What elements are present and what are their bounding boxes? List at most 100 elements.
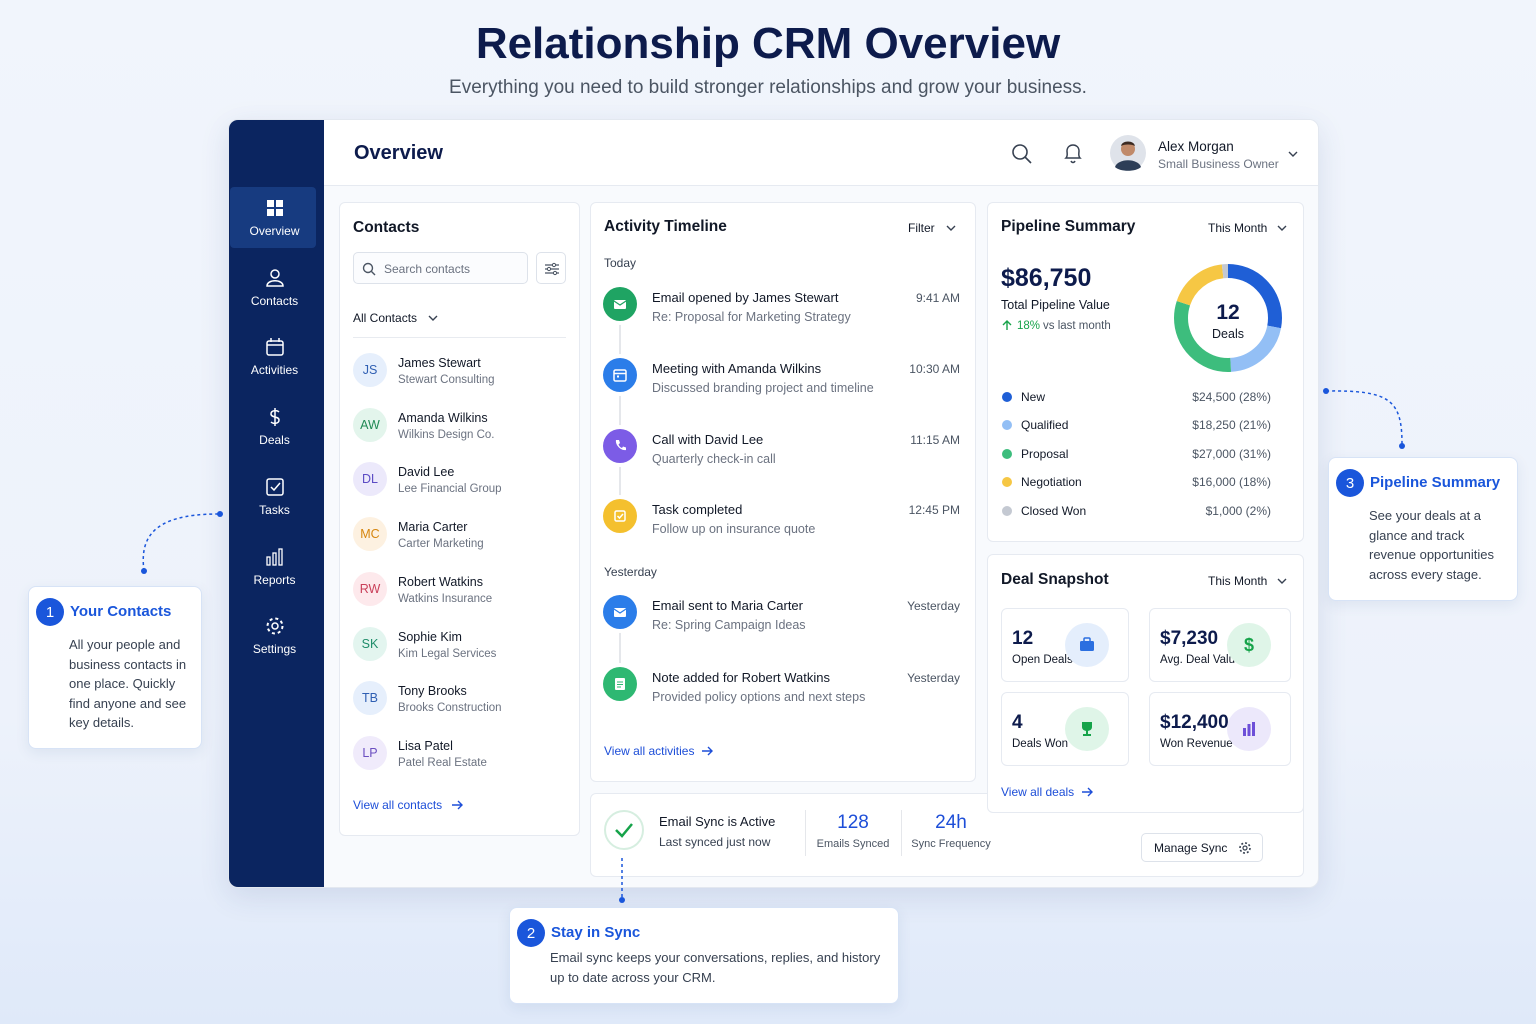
connector-dot <box>1399 443 1405 449</box>
legend-dot <box>1002 477 1012 488</box>
contact-initials: DL <box>362 472 378 487</box>
connector <box>142 513 219 572</box>
period-select[interactable]: This Month <box>1208 574 1268 588</box>
sidebar-active <box>230 187 316 248</box>
sidebar-item[interactable]: Settings <box>252 642 297 657</box>
filter-button[interactable] <box>536 252 566 284</box>
activity-title: Email sent to Maria Carter <box>652 598 803 613</box>
link[interactable]: View all deals <box>1001 785 1075 799</box>
sync-title: Email Sync is Active <box>659 814 776 829</box>
snapshot-value: $12,400 <box>1160 712 1229 733</box>
snapshot-tile: 4 Deals Won <box>1001 692 1129 766</box>
contact-initials: SK <box>361 636 379 651</box>
activity-title: Email opened by James Stewart <box>652 290 839 305</box>
donut-chart <box>1174 264 1282 372</box>
activity-detail: Re: Spring Campaign Ideas <box>652 618 806 632</box>
snapshot-value: 4 <box>1012 712 1023 733</box>
sidebar-item[interactable]: Activities <box>250 363 299 378</box>
activity-time: Yesterday <box>907 599 960 613</box>
sidebar-icon <box>270 408 280 427</box>
callout-title: Pipeline Summary <box>1370 474 1501 491</box>
arrow <box>1082 787 1093 797</box>
activity-icon <box>603 429 637 463</box>
up-arrow <box>1002 320 1012 330</box>
contact-name[interactable]: Robert Watkins <box>398 574 483 589</box>
contact-name[interactable]: Maria Carter <box>398 520 468 535</box>
activity-time: 10:30 AM <box>909 362 960 376</box>
callout-badge: 1 <box>36 598 64 626</box>
link[interactable]: View all contacts <box>353 798 443 812</box>
stage-name: Proposal <box>1021 446 1069 461</box>
activity-detail: Discussed branding project and timeline <box>652 381 874 395</box>
snapshot-glyph <box>1080 637 1094 651</box>
contact-avatar: SK <box>353 626 387 661</box>
pipeline-card <box>987 202 1304 542</box>
sidebar-item[interactable]: Overview <box>249 224 300 238</box>
contact-company: Patel Real Estate <box>398 756 487 769</box>
chevron <box>428 315 438 321</box>
top-bar: Overview Alex Morgan Small Business Owner <box>324 120 1318 186</box>
snapshot-icon <box>1227 707 1271 751</box>
pipeline-total-label: Total Pipeline Value <box>1001 298 1110 312</box>
contacts-filter[interactable]: All Contacts <box>353 311 418 325</box>
stage-name: Closed Won <box>1021 503 1087 518</box>
activity-icon <box>603 499 637 533</box>
callout-title: Stay in Sync <box>551 924 641 941</box>
stage-amount: $18,250 (21%) <box>1192 418 1271 433</box>
contact-name[interactable]: James Stewart <box>398 356 481 370</box>
sidebar-item[interactable]: Reports <box>253 572 296 587</box>
sidebar-item[interactable]: Deals <box>259 433 290 448</box>
manage-sync-button[interactable]: Manage Sync <box>1141 833 1263 862</box>
timeline-line <box>619 628 621 673</box>
activity-glyph <box>615 678 625 690</box>
timeline-line <box>619 320 621 505</box>
sidebar-icon <box>266 268 284 287</box>
contact-name[interactable]: Amanda Wilkins <box>398 410 488 425</box>
pipeline-change: 18% <box>1017 320 1041 332</box>
callout-number: 3 <box>1345 475 1355 492</box>
contact-initials: AW <box>360 417 380 432</box>
snapshot-label: Deals Won <box>1012 738 1069 750</box>
legend-dot <box>1002 420 1012 431</box>
sidebar-item[interactable]: Tasks <box>259 502 290 517</box>
contact-name[interactable]: Sophie Kim <box>398 629 462 644</box>
contact-name[interactable]: Tony Brooks <box>398 684 467 699</box>
connector-dot <box>217 511 223 517</box>
contact-initials: LP <box>362 745 378 760</box>
legend-dot <box>1002 505 1012 516</box>
activity-glyph <box>614 510 626 522</box>
activity-title: Meeting with Amanda Wilkins <box>652 361 822 376</box>
user-avatar <box>1110 135 1146 171</box>
legend-dot <box>1002 448 1012 459</box>
snapshot-glyph <box>1082 722 1092 736</box>
search-box[interactable]: Search contacts <box>353 252 528 284</box>
legend-dot <box>1002 392 1012 402</box>
period-select[interactable]: This Month <box>1208 221 1268 235</box>
snapshot-tile: $7,230 Avg. Deal Value $ <box>1149 608 1291 682</box>
link[interactable]: View all activities <box>604 744 695 758</box>
chevron <box>1277 225 1287 231</box>
contact-avatar: DL <box>353 462 387 497</box>
contact-avatar: TB <box>353 681 387 716</box>
snapshot-icon <box>1065 623 1109 667</box>
connector-dot <box>619 897 625 903</box>
snapshot-tile: 12 Open Deals <box>1001 608 1129 682</box>
donut-center-value: 12 <box>1216 301 1240 324</box>
group-label: Today <box>604 256 637 270</box>
callout-text: See your deals at a glance and track rev… <box>1369 508 1495 582</box>
snapshot-label: Open Deals <box>1012 654 1073 666</box>
contact-name[interactable]: Lisa Patel <box>398 738 453 753</box>
contact-name[interactable]: David Lee <box>398 465 455 480</box>
activity-filter[interactable]: Filter <box>908 221 935 235</box>
bell-icon <box>1064 144 1082 164</box>
sidebar-icon <box>266 547 283 566</box>
contact-initials: JS <box>362 363 378 377</box>
stage-amount: $24,500 (28%) <box>1192 390 1271 404</box>
sidebar-item[interactable]: Contacts <box>250 293 299 308</box>
svg-text:$: $ <box>1244 635 1254 655</box>
page-subtitle: Everything you need to build stronger re… <box>449 77 1087 98</box>
arrow <box>702 746 713 756</box>
snapshot-label: Won Revenue <box>1160 738 1233 750</box>
activity-glyph <box>613 300 627 309</box>
